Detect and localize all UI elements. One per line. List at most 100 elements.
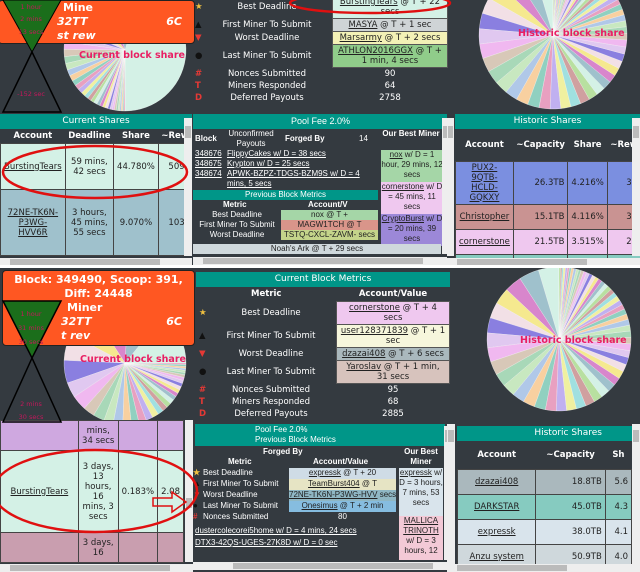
pie-slice[interactable] xyxy=(552,0,566,36)
vertical-scrollbar[interactable] xyxy=(447,118,454,256)
column-header[interactable]: ~Capacity xyxy=(516,139,565,150)
pie-slice[interactable] xyxy=(552,0,562,36)
account-link[interactable]: 72NE-TK6N-P3WG-HVV xyxy=(289,490,378,499)
account-link[interactable]: MALLICA TRINOTH xyxy=(403,516,439,535)
account-link[interactable]: BurstingTears xyxy=(339,0,398,7)
account-link[interactable]: Christopher xyxy=(459,211,510,222)
account-link[interactable]: Yaroslav xyxy=(346,362,382,372)
block-link[interactable]: 348676 xyxy=(195,149,222,158)
column-header[interactable]: Account xyxy=(13,131,53,141)
vertical-scrollbar[interactable] xyxy=(632,424,640,564)
pie-slice[interactable] xyxy=(552,0,610,36)
pie-slice[interactable] xyxy=(552,0,600,36)
horizontal-scrollbar[interactable] xyxy=(0,564,193,572)
account-link[interactable]: dzazai408 xyxy=(475,476,519,487)
column-header[interactable]: Our Best Miner xyxy=(382,129,440,138)
pie-slice[interactable] xyxy=(552,0,607,36)
pie-slice[interactable] xyxy=(552,0,587,36)
forger-link[interactable]: DTX3-42QS-UGES-27K8D w/ D = 0 sec xyxy=(195,538,338,547)
vertical-scrollbar[interactable] xyxy=(442,118,448,254)
forger-link[interactable]: APWK-BZPZ-TDGS-BZM9S w/ D = 4 mins, 5 se… xyxy=(227,169,360,188)
account-link[interactable]: nox xyxy=(389,150,403,159)
column-header[interactable]: Metric xyxy=(228,457,252,466)
vertical-scrollbar[interactable] xyxy=(185,420,193,562)
account-link[interactable]: user128371839 xyxy=(340,326,409,336)
metric-label: Worst Deadline xyxy=(234,33,300,43)
account-link[interactable]: cornerstone xyxy=(381,182,424,191)
column-header[interactable]: Sh xyxy=(612,449,625,460)
account-link[interactable]: Marsarmy xyxy=(339,33,382,43)
block-link[interactable]: 348674 xyxy=(195,169,222,178)
historic-block-share-pie[interactable] xyxy=(478,0,628,110)
column-header[interactable]: ~Capacity xyxy=(546,449,595,460)
account-link[interactable]: BurstingTears xyxy=(10,486,69,497)
account-link[interactable]: dzazai408 xyxy=(342,349,386,359)
column-header[interactable]: Account/Value xyxy=(313,457,369,466)
account-link[interactable]: expressk xyxy=(308,468,341,477)
account-link[interactable]: cornerstone xyxy=(459,236,510,247)
pie-slice[interactable] xyxy=(124,362,187,365)
account-link[interactable]: Onesimus xyxy=(301,501,338,510)
pie-slice[interactable] xyxy=(552,0,615,36)
pie-slice[interactable] xyxy=(552,0,594,36)
metric-label: Nonces Submitted xyxy=(227,68,307,79)
account-link[interactable]: DARKSTAR xyxy=(474,501,520,512)
pie-slice[interactable] xyxy=(552,0,618,36)
pie-slice[interactable] xyxy=(558,268,572,340)
account-link[interactable]: cornerstone xyxy=(349,303,400,313)
account-link[interactable]: 72NE-TK6N-P3WG-HVV6R xyxy=(7,207,59,238)
pie-slice[interactable] xyxy=(558,268,566,340)
pie-slice[interactable] xyxy=(123,49,126,112)
historic-block-share-pie[interactable] xyxy=(486,268,632,412)
pie-slice[interactable] xyxy=(552,0,597,36)
account-link[interactable]: PUX2-9QTB-HCLD-GQKXY xyxy=(469,162,500,203)
column-header[interactable]: Account xyxy=(477,449,517,460)
metric-label: Last Miner To Submit xyxy=(226,367,316,377)
account-link[interactable]: Anzu system xyxy=(469,551,524,562)
column-header[interactable]: Account xyxy=(465,139,504,150)
pie-slice[interactable] xyxy=(552,0,573,36)
horizontal-scrollbar[interactable] xyxy=(447,258,640,266)
account-link[interactable]: TeamBurst404 xyxy=(308,479,360,488)
account-link[interactable]: CryptoBurst xyxy=(381,214,424,223)
pie-slice[interactable] xyxy=(552,0,556,36)
column-header[interactable]: Share xyxy=(573,139,602,150)
vertical-scrollbar[interactable] xyxy=(632,118,640,256)
column-header[interactable]: ~Rew xyxy=(610,139,638,150)
metric-label: First Miner To Submit xyxy=(226,331,316,341)
pie-slice[interactable] xyxy=(552,0,576,36)
pie-slice[interactable] xyxy=(552,0,591,36)
horizontal-scrollbar[interactable] xyxy=(0,258,192,266)
pie-slice[interactable] xyxy=(552,0,581,36)
pie-slice[interactable] xyxy=(552,0,621,36)
column-header[interactable]: Deadline xyxy=(68,131,111,141)
column-header[interactable]: Block xyxy=(195,134,217,143)
pie-slice[interactable] xyxy=(552,0,560,36)
pie-slice[interactable] xyxy=(558,268,561,340)
pie-slice[interactable] xyxy=(552,0,568,36)
account-link[interactable]: BurstingTears xyxy=(4,161,62,172)
forger-link[interactable]: dustercolecorei5home w/ D = 4 mins, 24 s… xyxy=(195,526,357,535)
pie-slice[interactable] xyxy=(552,0,555,36)
horizontal-scrollbar[interactable] xyxy=(193,562,450,570)
column-header[interactable]: Share xyxy=(122,131,150,141)
account-link[interactable]: MASYA xyxy=(348,20,378,30)
pie-slice[interactable] xyxy=(558,268,564,340)
horizontal-scrollbar[interactable] xyxy=(193,257,448,265)
column-header[interactable]: Forged By xyxy=(285,134,325,143)
pie-slice[interactable] xyxy=(552,0,603,36)
metric-row: T Miners Responded 64 xyxy=(192,80,448,92)
forger-link[interactable]: Krypton w/ D = 25 secs xyxy=(227,159,310,168)
vertical-scrollbar[interactable] xyxy=(447,424,455,564)
column-header[interactable]: ~Rewa xyxy=(161,131,192,141)
column-header[interactable]: Our Best Miner xyxy=(404,447,438,466)
forger-link[interactable]: FlippyCakes w/ D = 38 secs xyxy=(227,149,326,158)
vertical-scrollbar[interactable] xyxy=(184,118,192,256)
thumbs-down-icon: ▼ xyxy=(199,349,206,359)
account-link[interactable]: ATHLON2016GGX xyxy=(338,46,413,56)
pie-slice[interactable] xyxy=(558,268,563,340)
account-link[interactable]: expressk xyxy=(477,526,516,537)
account-link[interactable]: expressk xyxy=(399,468,432,477)
block-link[interactable]: 348675 xyxy=(195,159,222,168)
horizontal-scrollbar[interactable] xyxy=(447,564,640,572)
